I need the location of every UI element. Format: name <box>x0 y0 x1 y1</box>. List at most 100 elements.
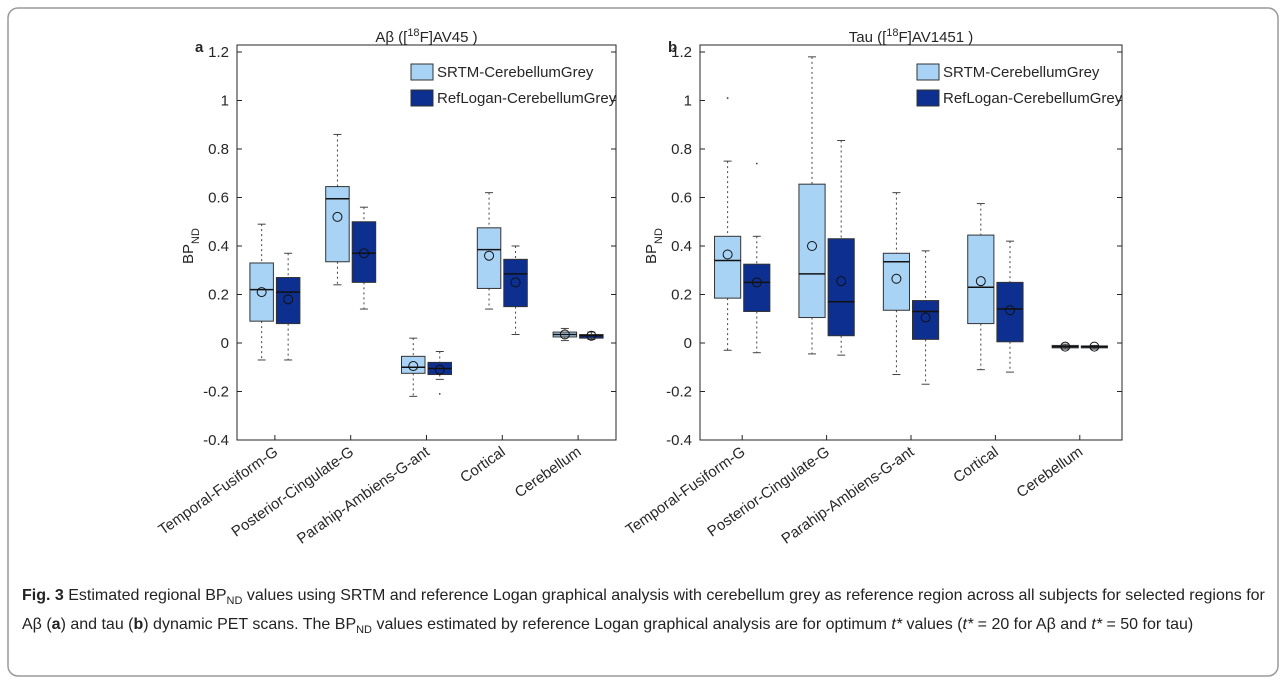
y-tick-label: 1 <box>221 93 229 110</box>
box <box>249 262 274 322</box>
outlier <box>438 393 441 395</box>
box <box>401 355 426 374</box>
legend-label: SRTM-CerebellumGrey <box>943 64 1100 81</box>
mean <box>283 294 294 305</box>
mean <box>332 211 343 222</box>
caption-part: Estimated regional BP <box>63 587 227 604</box>
legend-swatch <box>916 89 940 107</box>
mean <box>975 276 986 287</box>
mean <box>751 277 762 288</box>
y-tick-label: 1.2 <box>208 44 229 61</box>
legend-swatch <box>410 63 434 81</box>
y-tick-label: -0.4 <box>666 432 692 449</box>
panel-label: b <box>668 39 677 56</box>
outlier <box>726 97 729 99</box>
panel-label: a <box>195 39 204 56</box>
box <box>714 235 742 299</box>
x-tick-label: Parahip-Ambiens-G-ant <box>294 443 434 548</box>
y-tick-label: 1 <box>684 93 692 110</box>
x-tick-label: Temporal-Fusiform-G <box>155 443 281 538</box>
mean <box>559 329 570 340</box>
mean <box>1089 341 1100 352</box>
box <box>351 221 377 283</box>
text-part: 18 <box>886 27 898 39</box>
mean <box>1004 305 1015 316</box>
y-axis-label: BPND <box>180 228 202 264</box>
box <box>996 281 1024 343</box>
mean <box>510 277 521 288</box>
y-tick-label: 0.8 <box>671 141 692 158</box>
figure-frame <box>7 7 1279 677</box>
legend-label: SRTM-CerebellumGrey <box>437 64 594 81</box>
y-tick-label: 0.4 <box>208 238 229 255</box>
mean <box>836 276 847 287</box>
caption-part: t* <box>1091 616 1103 634</box>
caption-part: a <box>51 616 61 634</box>
text-part: F]AV1451 ) <box>899 29 974 46</box>
y-axis-label: BPND <box>643 228 665 264</box>
mean <box>807 241 818 251</box>
chart-title: Aβ ([18F]AV45 ) <box>375 27 477 46</box>
x-tick-label: Parahip-Ambiens-G-ant <box>778 443 918 548</box>
caption-part: Fig. 3 <box>22 587 64 604</box>
box <box>882 252 910 311</box>
chart-title: Tau ([18F]AV1451 ) <box>849 27 974 46</box>
box <box>743 263 771 312</box>
caption-part: ) and tau ( <box>60 616 134 634</box>
box <box>503 258 528 308</box>
caption-part: = 20 for Aβ and <box>973 616 1092 634</box>
x-tick-label: Cerebellum <box>1014 443 1087 501</box>
y-tick-label: 0.2 <box>208 287 229 304</box>
caption-part: ND <box>226 595 243 608</box>
text-part: Tau ([ <box>849 29 887 46</box>
y-tick-label: 0 <box>221 335 229 352</box>
mean <box>891 273 902 284</box>
outlier <box>755 162 758 165</box>
y-tick-label: 0.4 <box>671 238 692 255</box>
y-tick-label: -0.4 <box>203 432 229 449</box>
x-tick-label: Cerebellum <box>512 443 585 501</box>
y-tick-label: 0 <box>684 335 692 352</box>
caption-part: values ( <box>902 616 963 634</box>
box <box>827 238 855 337</box>
box <box>275 277 301 325</box>
box <box>912 300 940 340</box>
legend-swatch <box>916 63 940 81</box>
y-tick-label: 0.6 <box>208 190 229 207</box>
caption-part: t* <box>891 616 903 634</box>
caption-part: t* <box>962 616 974 634</box>
caption: Fig. 3 Estimated regional BPND values us… <box>22 584 1267 642</box>
y-tick-label: 1.2 <box>671 44 692 61</box>
legend-swatch <box>410 89 434 107</box>
mean <box>722 249 733 260</box>
text-part: Aβ ([ <box>375 29 408 46</box>
box <box>967 234 995 325</box>
y-tick-label: 0.6 <box>671 190 692 207</box>
mean <box>408 361 419 372</box>
caption-part: b <box>133 616 144 634</box>
box <box>325 186 350 263</box>
y-tick-label: 0.8 <box>208 141 229 158</box>
text-part: 18 <box>407 27 419 39</box>
caption-part: ) dynamic PET scans. The BP <box>143 616 357 634</box>
x-tick-label: Cortical <box>457 443 508 486</box>
text-part: BP <box>643 244 660 264</box>
mean <box>920 312 931 323</box>
text-part: ND <box>653 228 665 244</box>
y-tick-label: -0.2 <box>666 384 692 401</box>
y-tick-label: 0.2 <box>671 287 692 304</box>
x-tick-label: Cortical <box>950 443 1001 486</box>
text-part: ND <box>190 228 202 244</box>
mean <box>1060 341 1071 352</box>
y-tick-label: -0.2 <box>203 384 229 401</box>
mean <box>586 330 597 341</box>
caption-part: values estimated by reference Logan grap… <box>372 616 892 634</box>
mean <box>358 248 369 259</box>
mean <box>256 287 267 298</box>
text-part: F]AV45 ) <box>420 29 478 46</box>
text-part: BP <box>180 244 197 264</box>
caption-part: values using SRTM and reference Logan gr… <box>22 587 1265 634</box>
caption-part: = 50 for tau) <box>1102 616 1194 634</box>
